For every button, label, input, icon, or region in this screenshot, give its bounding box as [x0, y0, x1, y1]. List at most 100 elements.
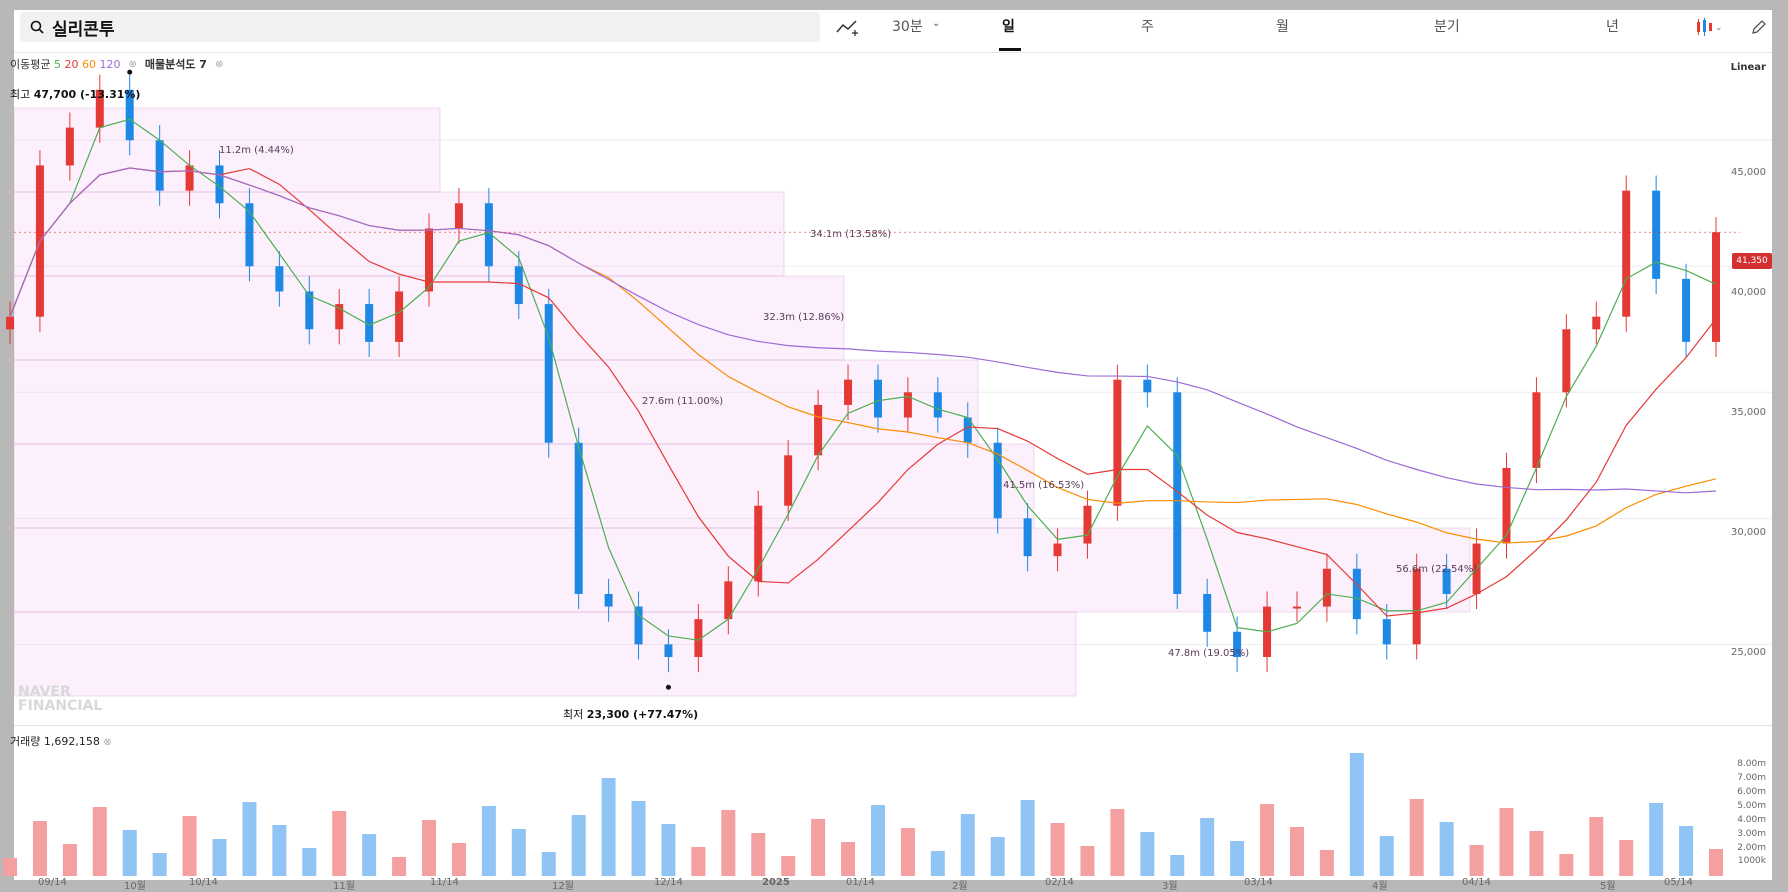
x-axis-may: 5월 — [1600, 881, 1616, 892]
candle-body — [1233, 631, 1242, 657]
candle-body — [155, 140, 164, 191]
tab-week[interactable]: 주 — [1141, 19, 1154, 35]
candle-body — [425, 228, 434, 292]
candle-body — [1023, 518, 1032, 557]
volume-bar — [661, 824, 676, 876]
volume-profile-label-6: 47.8m (19.05%) — [1168, 648, 1250, 659]
volume-bar — [960, 814, 975, 876]
tab-year[interactable]: 년 — [1606, 19, 1619, 35]
interval-select[interactable]: 30분 — [892, 19, 923, 35]
active-tab-indicator — [999, 48, 1021, 51]
tab-quarter[interactable]: 분기 — [1434, 19, 1460, 35]
volume-bar — [1170, 855, 1185, 876]
volume-bar — [62, 844, 77, 876]
candle-body — [275, 266, 284, 292]
tab-day[interactable]: 일 — [1002, 19, 1015, 35]
candle-body — [694, 619, 703, 657]
volume-bar — [1709, 849, 1723, 876]
candle-body — [484, 203, 493, 267]
ma20-line — [9, 167, 1717, 617]
volume-profile-label-7: 56.6m (22.54%) — [1396, 564, 1478, 575]
volume-bar — [302, 848, 317, 876]
volume-bar — [511, 829, 526, 876]
volume-bar — [930, 851, 945, 876]
volume-bar — [1379, 836, 1394, 876]
candle-body — [1502, 467, 1511, 544]
ma-label[interactable]: 이동평균 5 20 60 120 — [10, 56, 120, 72]
tab-month[interactable]: 월 — [1276, 19, 1289, 35]
volume-bar — [1499, 808, 1514, 876]
remove-volume-icon[interactable]: ⊗ — [103, 737, 112, 748]
x-axis-1214: 12/14 — [654, 877, 683, 888]
volume-bar — [242, 802, 257, 876]
volume-bar — [990, 837, 1005, 876]
x-axis-0414: 04/14 — [1462, 877, 1491, 888]
low-value: 23,300 (+77.47%) — [586, 708, 699, 721]
volume-bar — [392, 857, 407, 876]
ma5-label: 5 — [53, 58, 61, 71]
candle-body — [1143, 379, 1152, 393]
svg-text:⌄: ⌄ — [1715, 23, 1722, 33]
candle-body — [1442, 568, 1451, 594]
volume-profile-bar — [13, 527, 1471, 613]
volume-bar — [631, 801, 646, 876]
volume-bar — [1589, 817, 1604, 876]
volume-bar — [1529, 831, 1544, 876]
price-chart[interactable] — [0, 52, 1772, 724]
candle-body — [634, 606, 643, 645]
ma120-label: 120 — [99, 58, 121, 71]
x-axis-feb: 2월 — [952, 881, 968, 892]
volume-bar — [751, 833, 766, 876]
candle-body — [574, 442, 583, 594]
draw-pencil-icon[interactable] — [1750, 18, 1768, 36]
candle-body — [1203, 593, 1212, 632]
remove-ma-icon[interactable]: ⊗ — [128, 58, 137, 70]
candle-body — [604, 593, 613, 607]
high-marker — [127, 69, 133, 75]
naver-watermark: NAVER FINANCIAL — [18, 685, 102, 713]
candle-body — [1292, 606, 1301, 609]
candle-body — [784, 455, 793, 506]
volume-bar — [451, 843, 466, 876]
candle-body — [1083, 505, 1092, 544]
volume-bar — [870, 805, 885, 876]
volume-bar — [92, 807, 107, 876]
search-query: 실리콘투 — [52, 19, 115, 40]
volume-bar — [571, 815, 586, 876]
price-axis-25000: 25,000 — [1731, 647, 1766, 658]
volume-profile-bar — [13, 443, 1035, 529]
volume-bar — [1319, 850, 1334, 876]
volume-profile-label-1: 11.2m (4.44%) — [219, 145, 294, 156]
left-border — [0, 0, 14, 892]
chevron-down-icon[interactable]: ⌄ — [932, 18, 941, 29]
top-border — [0, 0, 1788, 10]
candle-body — [1053, 543, 1062, 557]
volume-bar — [1200, 818, 1215, 876]
candle-body — [365, 304, 374, 342]
candle-body — [724, 581, 733, 620]
volume-bar — [362, 834, 377, 876]
volume-chart — [3, 753, 1723, 876]
volume-bar — [122, 830, 137, 876]
volume-bar — [841, 842, 856, 876]
scale-toggle[interactable]: Linear — [1730, 62, 1766, 73]
x-axis-0914: 09/14 — [38, 877, 67, 888]
volume-title: 거래량 1,692,158 ⊗ — [10, 733, 112, 749]
candle-body — [664, 644, 673, 657]
candle-body — [1173, 392, 1182, 594]
chart-type-icon[interactable] — [836, 18, 860, 36]
x-axis-1114: 11/14 — [430, 877, 459, 888]
candle-style-icon[interactable]: ⌄ — [1694, 16, 1722, 38]
candle-body — [1382, 619, 1391, 645]
volume-bar — [1439, 822, 1454, 876]
candle-body — [514, 266, 523, 305]
search-box[interactable]: 실리콘투 — [20, 12, 820, 42]
candle-body — [1352, 568, 1361, 620]
candle-body — [1532, 392, 1541, 468]
volume-profile-label[interactable]: 매물분석도 7 — [144, 58, 207, 71]
volume-profile-bar — [13, 611, 1077, 697]
volume-bar — [1619, 840, 1634, 876]
remove-profile-icon[interactable]: ⊗ — [214, 58, 224, 70]
candle-body — [6, 316, 14, 330]
volume-bar — [481, 806, 496, 876]
